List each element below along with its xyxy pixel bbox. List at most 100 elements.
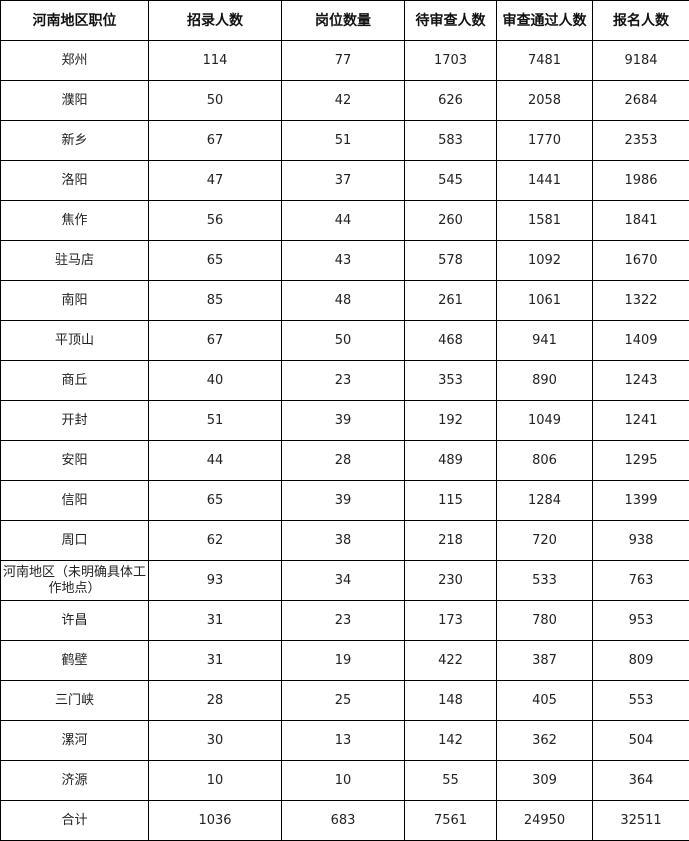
- approved-cell: 2058: [496, 80, 593, 121]
- hires-cell: 62: [148, 520, 282, 561]
- table-row: 许昌 31 23 173 780 953: [0, 600, 689, 641]
- region-cell: 郑州: [0, 40, 149, 81]
- applicants-cell: 953: [592, 600, 689, 641]
- table-row: 平顶山 67 50 468 941 1409: [0, 320, 689, 361]
- approved-cell: 1441: [496, 160, 593, 201]
- positions-cell: 19: [281, 640, 405, 681]
- region-cell: 南阳: [0, 280, 149, 321]
- approved-cell: 387: [496, 640, 593, 681]
- header-approved: 审查通过人数: [496, 0, 593, 41]
- hires-cell: 44: [148, 440, 282, 481]
- hires-cell: 31: [148, 640, 282, 681]
- region-cell: 安阳: [0, 440, 149, 481]
- hires-cell: 50: [148, 80, 282, 121]
- total-row: 合计 1036 683 7561 24950 32511: [0, 800, 689, 841]
- approved-cell: 1092: [496, 240, 593, 281]
- approved-cell: 1284: [496, 480, 593, 521]
- approved-cell: 1770: [496, 120, 593, 161]
- region-cell: 河南地区（未明确具体工作地点）: [0, 560, 149, 601]
- approved-cell: 405: [496, 680, 593, 721]
- approved-cell: 1049: [496, 400, 593, 441]
- approved-cell: 890: [496, 360, 593, 401]
- approved-cell: 1061: [496, 280, 593, 321]
- pending-cell: 578: [404, 240, 497, 281]
- region-cell: 周口: [0, 520, 149, 561]
- table-row: 鹤壁 31 19 422 387 809: [0, 640, 689, 681]
- positions-cell: 683: [281, 800, 405, 841]
- applicants-cell: 2353: [592, 120, 689, 161]
- pending-cell: 142: [404, 720, 497, 761]
- region-cell: 合计: [0, 800, 149, 841]
- pending-cell: 218: [404, 520, 497, 561]
- region-cell: 许昌: [0, 600, 149, 641]
- pending-cell: 1703: [404, 40, 497, 81]
- table-row: 漯河 30 13 142 362 504: [0, 720, 689, 761]
- positions-cell: 50: [281, 320, 405, 361]
- positions-cell: 48: [281, 280, 405, 321]
- header-pending: 待审查人数: [404, 0, 497, 41]
- applicants-cell: 32511: [592, 800, 689, 841]
- hires-cell: 93: [148, 560, 282, 601]
- applicants-cell: 553: [592, 680, 689, 721]
- table-row: 焦作 56 44 260 1581 1841: [0, 200, 689, 241]
- pending-cell: 260: [404, 200, 497, 241]
- pending-cell: 148: [404, 680, 497, 721]
- applicants-cell: 1241: [592, 400, 689, 441]
- positions-cell: 44: [281, 200, 405, 241]
- table-row: 河南地区（未明确具体工作地点） 93 34 230 533 763: [0, 560, 689, 601]
- pending-cell: 583: [404, 120, 497, 161]
- positions-cell: 39: [281, 480, 405, 521]
- applicants-cell: 1986: [592, 160, 689, 201]
- hires-cell: 47: [148, 160, 282, 201]
- region-cell: 漯河: [0, 720, 149, 761]
- pending-cell: 115: [404, 480, 497, 521]
- region-cell: 焦作: [0, 200, 149, 241]
- approved-cell: 309: [496, 760, 593, 801]
- pending-cell: 192: [404, 400, 497, 441]
- pending-cell: 173: [404, 600, 497, 641]
- table-row: 商丘 40 23 353 890 1243: [0, 360, 689, 401]
- pending-cell: 55: [404, 760, 497, 801]
- positions-cell: 43: [281, 240, 405, 281]
- table-row: 南阳 85 48 261 1061 1322: [0, 280, 689, 321]
- approved-cell: 533: [496, 560, 593, 601]
- hires-cell: 1036: [148, 800, 282, 841]
- region-cell: 濮阳: [0, 80, 149, 121]
- positions-cell: 23: [281, 360, 405, 401]
- approved-cell: 362: [496, 720, 593, 761]
- positions-cell: 10: [281, 760, 405, 801]
- header-region: 河南地区职位: [0, 0, 149, 41]
- hires-cell: 65: [148, 240, 282, 281]
- hires-cell: 85: [148, 280, 282, 321]
- applicants-cell: 1409: [592, 320, 689, 361]
- pending-cell: 7561: [404, 800, 497, 841]
- positions-cell: 23: [281, 600, 405, 641]
- hires-cell: 114: [148, 40, 282, 81]
- hires-cell: 40: [148, 360, 282, 401]
- table-row: 洛阳 47 37 545 1441 1986: [0, 160, 689, 201]
- approved-cell: 941: [496, 320, 593, 361]
- positions-cell: 51: [281, 120, 405, 161]
- region-cell: 三门峡: [0, 680, 149, 721]
- pending-cell: 353: [404, 360, 497, 401]
- pending-cell: 230: [404, 560, 497, 601]
- hires-cell: 10: [148, 760, 282, 801]
- applicants-cell: 1322: [592, 280, 689, 321]
- hires-cell: 28: [148, 680, 282, 721]
- positions-cell: 38: [281, 520, 405, 561]
- region-cell: 驻马店: [0, 240, 149, 281]
- applicants-cell: 504: [592, 720, 689, 761]
- approved-cell: 7481: [496, 40, 593, 81]
- applicants-cell: 1295: [592, 440, 689, 481]
- positions-cell: 25: [281, 680, 405, 721]
- pending-cell: 489: [404, 440, 497, 481]
- approved-cell: 780: [496, 600, 593, 641]
- header-row: 河南地区职位 招录人数 岗位数量 待审查人数 审查通过人数 报名人数: [0, 0, 689, 41]
- applicants-cell: 364: [592, 760, 689, 801]
- hires-cell: 51: [148, 400, 282, 441]
- positions-cell: 39: [281, 400, 405, 441]
- applicants-cell: 2684: [592, 80, 689, 121]
- approved-cell: 806: [496, 440, 593, 481]
- region-cell: 商丘: [0, 360, 149, 401]
